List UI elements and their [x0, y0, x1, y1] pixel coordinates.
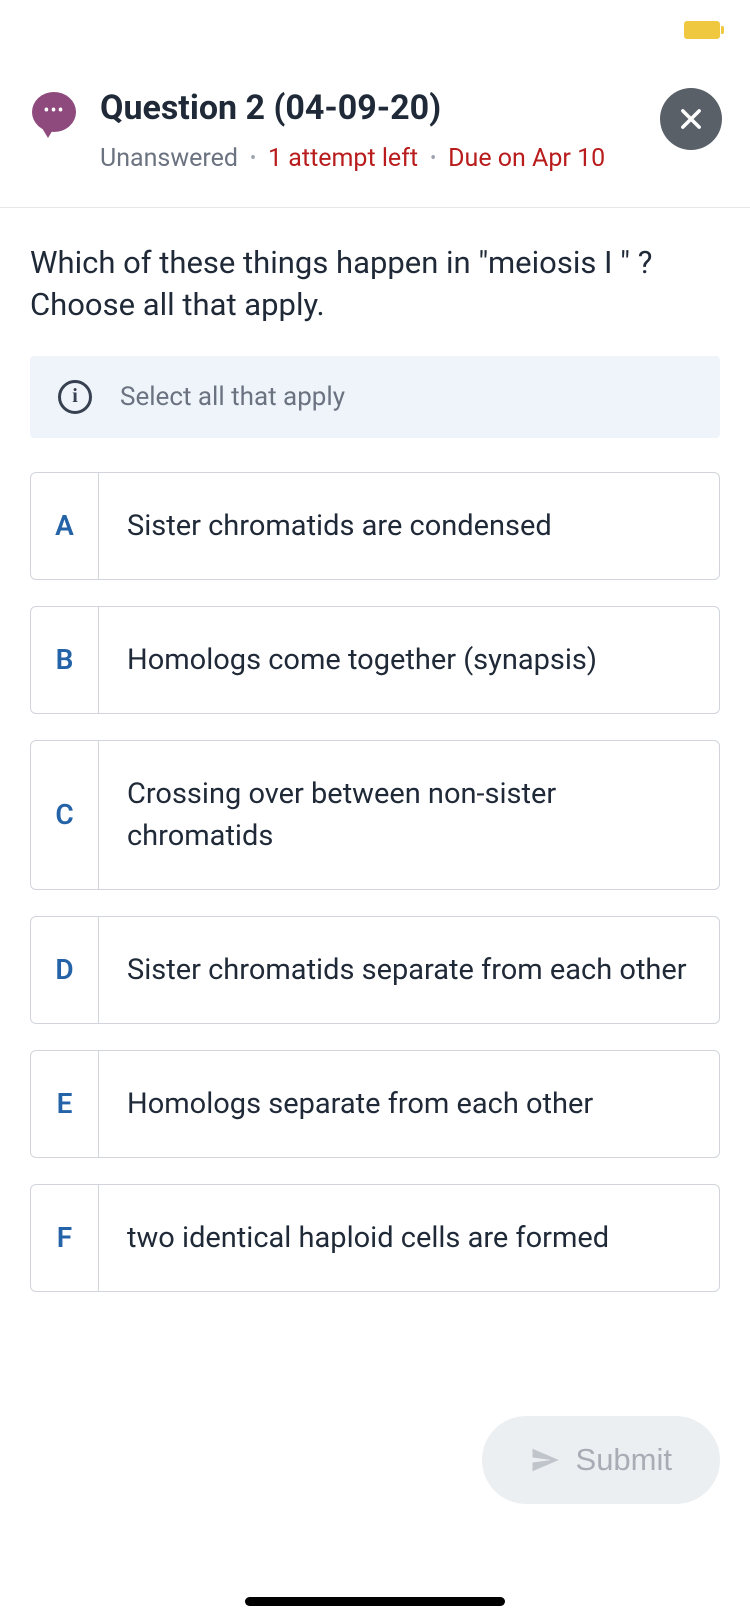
submit-label: Submit: [576, 1442, 672, 1478]
chat-bubble-icon: [32, 92, 76, 132]
info-text: Select all that apply: [120, 382, 345, 412]
option-d[interactable]: D Sister chromatids separate from each o…: [30, 916, 720, 1024]
option-letter: C: [31, 741, 99, 889]
option-text: Crossing over between non-sister chromat…: [99, 741, 719, 889]
question-header: Question 2 (04-09-20) Unanswered • 1 att…: [0, 60, 750, 208]
option-letter: E: [31, 1051, 99, 1157]
option-text: Homologs come together (synapsis): [99, 607, 719, 713]
status-attempts: 1 attempt left: [268, 144, 418, 173]
option-letter: F: [31, 1185, 99, 1291]
status-bar: [0, 0, 750, 60]
separator-dot: •: [250, 148, 256, 169]
content-area: Which of these things happen in "meiosis…: [0, 208, 750, 1292]
option-letter: B: [31, 607, 99, 713]
home-indicator[interactable]: [245, 1597, 505, 1606]
status-due: Due on Apr 10: [448, 144, 605, 173]
option-letter: D: [31, 917, 99, 1023]
question-prompt: Which of these things happen in "meiosis…: [30, 242, 720, 326]
option-text: Homologs separate from each other: [99, 1051, 719, 1157]
option-c[interactable]: C Crossing over between non-sister chrom…: [30, 740, 720, 890]
info-banner: i Select all that apply: [30, 356, 720, 438]
question-title: Question 2 (04-09-20): [100, 88, 644, 128]
send-icon: [530, 1445, 560, 1475]
option-text: Sister chromatids are condensed: [99, 473, 719, 579]
battery-icon: [684, 21, 720, 39]
option-text: two identical haploid cells are formed: [99, 1185, 719, 1291]
option-b[interactable]: B Homologs come together (synapsis): [30, 606, 720, 714]
option-text: Sister chromatids separate from each oth…: [99, 917, 719, 1023]
option-f[interactable]: F two identical haploid cells are formed: [30, 1184, 720, 1292]
close-button[interactable]: [660, 88, 722, 150]
status-line: Unanswered • 1 attempt left • Due on Apr…: [100, 144, 644, 173]
option-e[interactable]: E Homologs separate from each other: [30, 1050, 720, 1158]
close-icon: [677, 105, 705, 133]
option-a[interactable]: A Sister chromatids are condensed: [30, 472, 720, 580]
status-unanswered: Unanswered: [100, 144, 238, 173]
submit-button[interactable]: Submit: [482, 1416, 720, 1504]
separator-dot: •: [430, 148, 436, 169]
header-text-block: Question 2 (04-09-20) Unanswered • 1 att…: [100, 88, 644, 173]
info-icon: i: [58, 380, 92, 414]
option-letter: A: [31, 473, 99, 579]
